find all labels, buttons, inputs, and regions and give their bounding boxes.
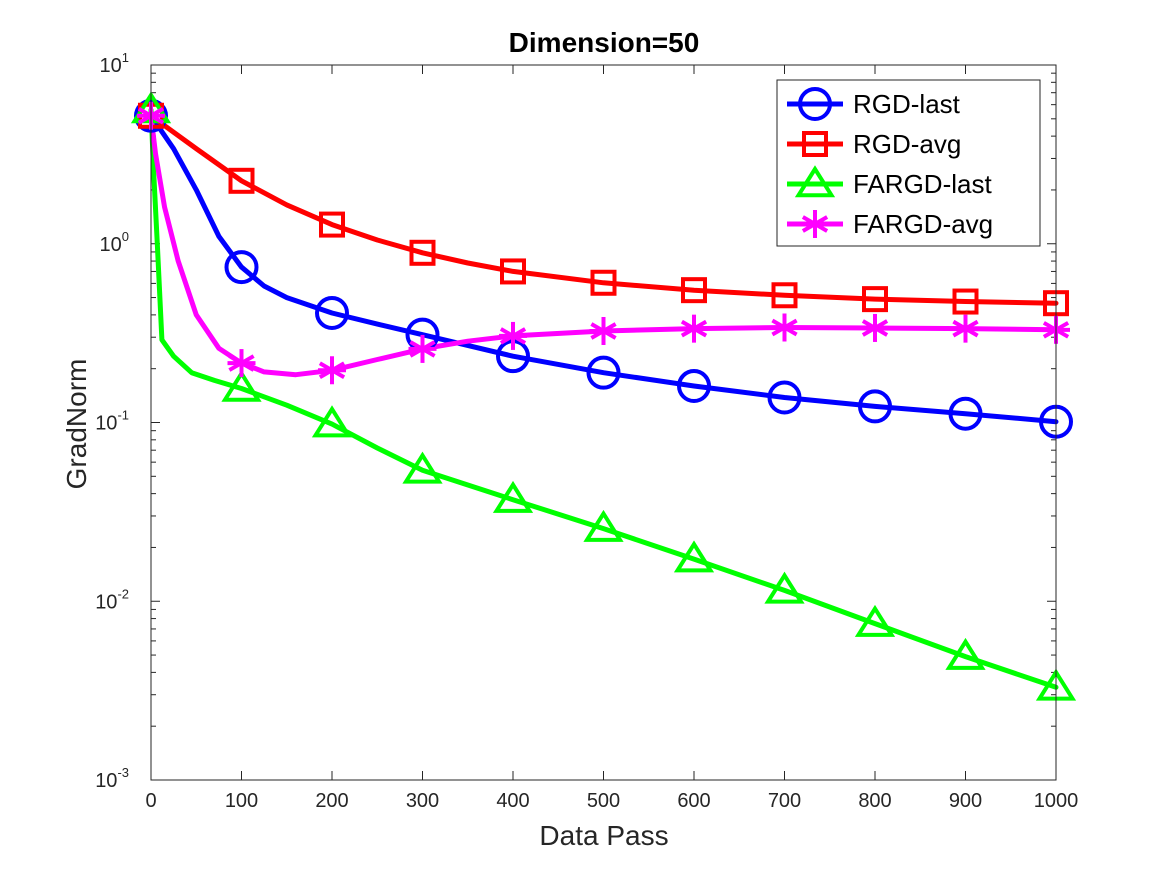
x-tick-label-2: 200: [315, 790, 348, 812]
data-point-fargd-last-8: [854, 604, 896, 637]
data-point-rgd-last-8: [858, 389, 892, 424]
data-point-fargd-last-9: [945, 637, 986, 670]
data-point-fargd-avg-9: [951, 314, 980, 343]
series-line-fargd-last: [148, 107, 1059, 690]
y-tick-label-3: 100: [100, 229, 129, 256]
x-tick-label-6: 600: [677, 790, 710, 812]
y-tick-label-4: 101: [100, 50, 129, 77]
series-line-fargd-avg: [148, 113, 1059, 378]
data-point-rgd-last-9: [948, 396, 983, 431]
data-point-fargd-avg-6: [680, 314, 708, 343]
data-point-rgd-last-2: [315, 295, 349, 330]
data-point-fargd-last-1: [221, 369, 262, 402]
data-point-rgd-avg-3: [409, 239, 436, 266]
legend-label-rgd-last: RGD-last: [853, 89, 961, 119]
x-tick-label-8: 800: [858, 790, 891, 812]
legend-entry-fargd-avg: FARGD-avg: [787, 209, 993, 239]
data-point-fargd-avg-3: [408, 334, 437, 363]
legend-label-fargd-avg: FARGD-avg: [853, 209, 993, 239]
y-tick-label-2: 10-1: [95, 408, 129, 435]
data-point-fargd-last-4: [492, 480, 534, 513]
data-point-rgd-avg-9: [952, 288, 979, 315]
chart-title: Dimension=50: [509, 27, 700, 58]
data-point-fargd-avg-4: [499, 321, 527, 350]
legend-label-fargd-last: FARGD-last: [853, 169, 992, 199]
data-point-rgd-avg-1: [228, 167, 255, 194]
data-point-rgd-last-1: [224, 250, 259, 285]
data-point-fargd-avg-8: [861, 313, 889, 342]
x-tick-label-9: 900: [949, 790, 982, 812]
data-point-fargd-last-3: [402, 451, 443, 484]
data-point-fargd-avg-2: [318, 356, 346, 385]
data-point-rgd-last-6: [677, 369, 711, 404]
legend-label-rgd-avg: RGD-avg: [853, 129, 961, 159]
data-point-fargd-last-2: [311, 405, 353, 438]
plot-frame: [150, 64, 1057, 781]
legend-marker-rgd-avg: [802, 131, 828, 157]
data-point-rgd-avg-4: [500, 258, 526, 285]
legend-marker-fargd-last: [794, 165, 836, 198]
series-lines: [148, 107, 1059, 690]
x-tick-label-1: 100: [225, 790, 258, 812]
legend-marker-rgd-last: [798, 87, 832, 121]
data-point-rgd-last-5: [586, 355, 621, 390]
x-tick-label-10: 1000: [1034, 790, 1079, 812]
y-tick-label-0: 10-3: [95, 765, 129, 792]
data-point-fargd-last-6: [673, 540, 715, 573]
x-tick-label-0: 0: [145, 790, 156, 812]
data-point-rgd-avg-6: [681, 277, 707, 304]
data-point-fargd-avg-1: [227, 349, 256, 378]
x-tick-label-7: 700: [768, 790, 801, 812]
data-point-rgd-last-7: [767, 380, 802, 415]
axis-ticks: [150, 64, 1057, 781]
x-tick-label-5: 500: [587, 790, 620, 812]
data-point-rgd-avg-8: [862, 286, 888, 313]
y-tick-label-1: 10-2: [95, 586, 129, 613]
x-tick-label-4: 400: [496, 790, 529, 812]
legend-entry-rgd-last: RGD-last: [787, 87, 961, 121]
legend: RGD-last RGD-avg FARGD-last FARGD-avg: [776, 79, 1041, 247]
data-point-rgd-avg-5: [590, 269, 617, 296]
data-point-fargd-avg-7: [770, 313, 799, 342]
series-line-rgd-avg: [148, 113, 1059, 306]
data-point-fargd-avg-5: [589, 317, 618, 346]
x-axis-title: Data Pass: [539, 820, 668, 851]
data-point-rgd-avg-7: [771, 282, 798, 309]
legend-entry-fargd-last: FARGD-last: [787, 165, 992, 199]
series-line-rgd-last: [148, 113, 1059, 425]
data-point-fargd-last-5: [583, 509, 624, 542]
legend-entry-rgd-avg: RGD-avg: [787, 129, 961, 159]
series-markers: [130, 91, 1077, 701]
legend-marker-fargd-avg: [801, 210, 829, 238]
x-tick-label-3: 300: [406, 790, 439, 812]
data-point-fargd-last-7: [764, 571, 805, 604]
data-point-rgd-avg-2: [319, 211, 345, 238]
y-axis-title: GradNorm: [61, 359, 92, 490]
